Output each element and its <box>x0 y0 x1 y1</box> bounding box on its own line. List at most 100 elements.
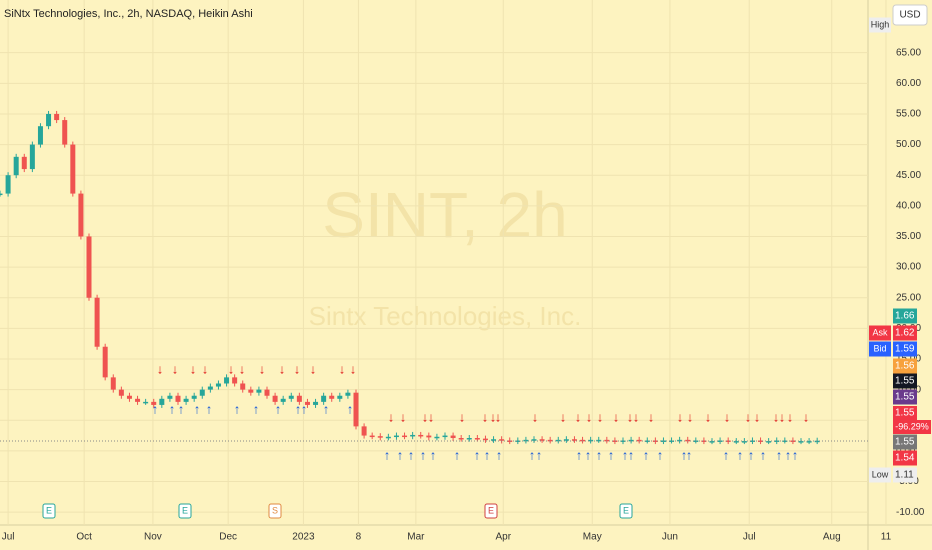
buy-signal: ↑ <box>206 401 213 416</box>
buy-signal: ↑ <box>408 447 415 462</box>
candle <box>410 435 415 437</box>
tag-value: 1.62 <box>895 328 915 339</box>
candle <box>426 436 431 438</box>
sell-signal: ↓ <box>339 361 346 376</box>
candle <box>265 390 270 396</box>
sell-signal: ↓ <box>586 409 593 424</box>
candle <box>216 383 221 386</box>
x-tick-label: Oct <box>76 532 92 543</box>
candle <box>70 145 75 194</box>
sell-signal: ↓ <box>310 361 317 376</box>
chart: SINT, 2h Sintx Technologies, Inc. SiNtx … <box>0 0 932 550</box>
candle <box>248 390 253 393</box>
tag-name: Low <box>872 469 889 479</box>
buy-signal: ↑ <box>748 447 755 462</box>
tag-value: 1.55 <box>895 408 915 419</box>
candle <box>459 438 464 440</box>
buy-signal: ↑ <box>585 447 592 462</box>
candle <box>135 399 140 402</box>
y-tick-label: 50.00 <box>896 139 921 150</box>
sell-signal: ↓ <box>428 409 435 424</box>
y-tick-label: 35.00 <box>896 231 921 242</box>
sell-signal: ↓ <box>202 361 209 376</box>
x-tick-label: Jul <box>2 532 15 543</box>
event-label: E <box>488 505 494 515</box>
buy-signal: ↑ <box>529 447 536 462</box>
buy-signal: ↑ <box>536 447 543 462</box>
sell-signal: ↓ <box>459 409 466 424</box>
sell-signal: ↓ <box>482 409 489 424</box>
candle <box>256 390 261 393</box>
tag-name: Ask <box>872 327 888 337</box>
event-label: E <box>182 505 188 515</box>
buy-signal: ↑ <box>723 447 730 462</box>
candle <box>30 145 35 170</box>
x-tick-label: Apr <box>495 532 511 543</box>
currency[interactable]: USD <box>899 10 920 21</box>
candle <box>240 383 245 389</box>
buy-signal: ↑ <box>384 447 391 462</box>
candle <box>289 396 294 399</box>
buy-signal: ↑ <box>194 401 201 416</box>
sell-signal: ↓ <box>157 361 164 376</box>
buy-signal: ↑ <box>657 447 664 462</box>
buy-signal: ↑ <box>275 401 282 416</box>
candle <box>337 396 342 399</box>
sell-signal: ↓ <box>724 409 731 424</box>
buy-signal: ↑ <box>785 447 792 462</box>
sell-signal: ↓ <box>190 361 197 376</box>
candle <box>354 393 359 427</box>
sell-signal: ↓ <box>560 409 567 424</box>
buy-signal: ↑ <box>737 447 744 462</box>
tag-value: 1.55 <box>895 437 915 448</box>
sell-signal: ↓ <box>754 409 761 424</box>
candle <box>612 440 617 442</box>
sell-signal: ↓ <box>705 409 712 424</box>
plot-background <box>0 0 868 525</box>
buy-signal: ↑ <box>178 401 185 416</box>
y-tick-label: 55.00 <box>896 109 921 120</box>
watermark-sub: Sintx Technologies, Inc. <box>309 301 582 331</box>
candle <box>95 298 100 347</box>
candle <box>451 436 456 438</box>
candle <box>313 402 318 405</box>
candle <box>62 120 67 145</box>
sell-signal: ↓ <box>613 409 620 424</box>
sell-signal: ↓ <box>648 409 655 424</box>
candle <box>14 157 19 175</box>
candle <box>0 194 3 196</box>
buy-signal: ↑ <box>792 447 799 462</box>
candle <box>418 435 423 437</box>
tag-name: Bid <box>873 343 886 353</box>
candle <box>200 390 205 396</box>
candle <box>467 438 472 440</box>
buy-signal: ↑ <box>686 447 693 462</box>
watermark: SINT, 2h <box>322 179 567 251</box>
buy-signal: ↑ <box>253 401 260 416</box>
buy-signal: ↑ <box>454 447 461 462</box>
buy-signal: ↑ <box>576 447 583 462</box>
candle <box>192 396 197 399</box>
sell-signal: ↓ <box>172 361 179 376</box>
buy-signal: ↑ <box>397 447 404 462</box>
buy-signal: ↑ <box>628 447 635 462</box>
sell-signal: ↓ <box>495 409 502 424</box>
x-tick-label: Aug <box>823 532 841 543</box>
tag-value: 1.54 <box>895 453 915 464</box>
candle <box>378 436 383 438</box>
candle <box>815 441 820 443</box>
sell-signal: ↓ <box>803 409 810 424</box>
buy-signal: ↑ <box>596 447 603 462</box>
candle <box>370 436 375 438</box>
candle <box>54 114 59 120</box>
tag-value: 1.55 <box>895 376 915 387</box>
candle <box>386 437 391 439</box>
tag-value: 1.59 <box>895 344 915 355</box>
x-tick-label: 11 <box>881 532 892 543</box>
candle <box>434 437 439 439</box>
sell-signal: ↓ <box>388 409 395 424</box>
x-tick-label: Nov <box>144 532 162 543</box>
tag-name: -96.29% <box>895 421 929 431</box>
sell-signal: ↓ <box>400 409 407 424</box>
buy-signal: ↑ <box>234 401 241 416</box>
